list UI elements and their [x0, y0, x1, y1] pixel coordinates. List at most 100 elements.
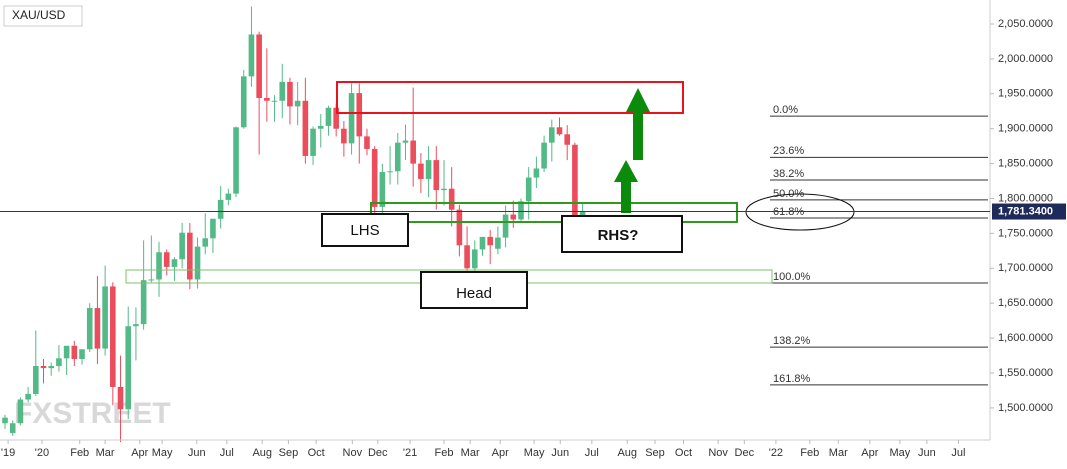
candle-body	[171, 259, 178, 267]
candle-body	[187, 232, 193, 280]
plot-area: 0.0%23.6%38.2%50.0%61.8%100.0%138.2%161.…	[2, 6, 988, 443]
candle-body	[471, 249, 478, 269]
candle-body	[533, 168, 540, 178]
x-tick-label: Feb	[800, 447, 819, 459]
candle-body	[479, 236, 486, 250]
candle-body	[71, 345, 78, 360]
candle-body	[410, 140, 416, 164]
x-tick-label: Jul	[585, 447, 599, 459]
candle-body	[487, 236, 493, 246]
candle-body	[294, 100, 301, 107]
x-tick-label: Jun	[918, 447, 936, 459]
y-tick-label: 2,050.0000	[998, 18, 1053, 30]
candle-body	[248, 34, 255, 77]
fib-label: 100.0%	[773, 271, 811, 283]
candle-body	[387, 171, 393, 173]
candle-body	[371, 148, 378, 207]
annotation-box	[420, 271, 528, 309]
neckline-zone	[370, 202, 738, 223]
candle-body	[264, 97, 270, 101]
x-tick-label: Sep	[279, 447, 299, 459]
x-tick-label: Jul	[220, 447, 234, 459]
x-tick-label: '22	[769, 447, 783, 459]
symbol-box	[3, 5, 83, 27]
candle-body	[510, 214, 517, 220]
candle-body	[56, 358, 62, 367]
candle-body	[140, 280, 147, 325]
fib-label: 161.8%	[773, 373, 811, 385]
candle-body	[518, 201, 524, 220]
candle-body	[548, 127, 555, 143]
candle-body	[441, 188, 447, 191]
annotation-box	[561, 215, 683, 253]
y-tick-label: 1,550.0000	[998, 367, 1053, 379]
resistance-zone	[336, 81, 684, 114]
y-tick-label: 2,000.0000	[998, 53, 1053, 65]
arrow	[614, 160, 638, 213]
candle-body	[163, 252, 170, 267]
candle-body	[541, 142, 547, 169]
candle-body	[63, 345, 70, 359]
candle-body	[448, 188, 455, 210]
last-price-label: 1,781.3400	[998, 205, 1053, 217]
candle-body	[125, 326, 132, 410]
candle-body	[156, 252, 162, 280]
candle-body	[394, 142, 401, 172]
x-tick-label: Nov	[343, 447, 363, 459]
x-tick-label: Aug	[252, 447, 272, 459]
y-tick-label: 1,850.0000	[998, 158, 1053, 170]
candle-body	[256, 34, 262, 98]
candle-body	[148, 279, 155, 281]
x-tick-label: Jul	[951, 447, 965, 459]
x-tick-label: '19	[1, 447, 15, 459]
candle-body	[356, 93, 363, 137]
candle-body	[79, 349, 85, 360]
x-tick-label: Mar	[96, 447, 115, 459]
y-tick-label: 1,600.0000	[998, 332, 1053, 344]
candle-body	[117, 386, 124, 410]
candle-body	[279, 81, 286, 101]
candle-body	[310, 128, 316, 156]
annotation-label: RHS?	[598, 227, 639, 244]
x-tick-label: Dec	[368, 447, 388, 459]
candle-body	[179, 232, 185, 260]
candle-body	[94, 308, 101, 349]
candle-body	[433, 160, 440, 191]
candle-body	[341, 128, 347, 144]
fib-label: 138.2%	[773, 335, 811, 347]
candle-body	[17, 399, 24, 424]
x-tick-label: Apr	[861, 447, 878, 459]
x-tick-label: Mar	[461, 447, 480, 459]
x-tick-label: Jun	[551, 447, 569, 459]
candle-body	[348, 93, 355, 144]
x-tick-label: Dec	[735, 447, 755, 459]
candle-body	[456, 209, 463, 246]
candle-body	[9, 423, 16, 434]
y-tick-label: 1,950.0000	[998, 88, 1053, 100]
candle-body	[364, 136, 370, 149]
candle-body	[210, 218, 216, 239]
x-tick-label: Apr	[131, 447, 148, 459]
x-tick-label: Feb	[70, 447, 89, 459]
candle-body	[194, 246, 201, 280]
x-tick-label: '21	[403, 447, 417, 459]
candle-body	[325, 107, 332, 126]
annotation-label: Head	[456, 285, 492, 302]
annotation-box	[321, 213, 409, 247]
candle-body	[418, 163, 424, 179]
fib-label: 23.6%	[773, 145, 804, 157]
x-tick-label: Feb	[434, 447, 453, 459]
candle-body	[217, 199, 224, 219]
candle-body	[464, 245, 470, 269]
candle-body	[333, 107, 339, 129]
candle-body	[2, 417, 8, 424]
x-tick-label: Apr	[492, 447, 509, 459]
x-tick-label: Oct	[308, 447, 325, 459]
candle-body	[48, 366, 55, 369]
y-tick-label: 1,800.0000	[998, 192, 1053, 204]
candle-body	[86, 308, 93, 350]
candle-body	[40, 366, 47, 369]
candle-body	[225, 193, 232, 200]
